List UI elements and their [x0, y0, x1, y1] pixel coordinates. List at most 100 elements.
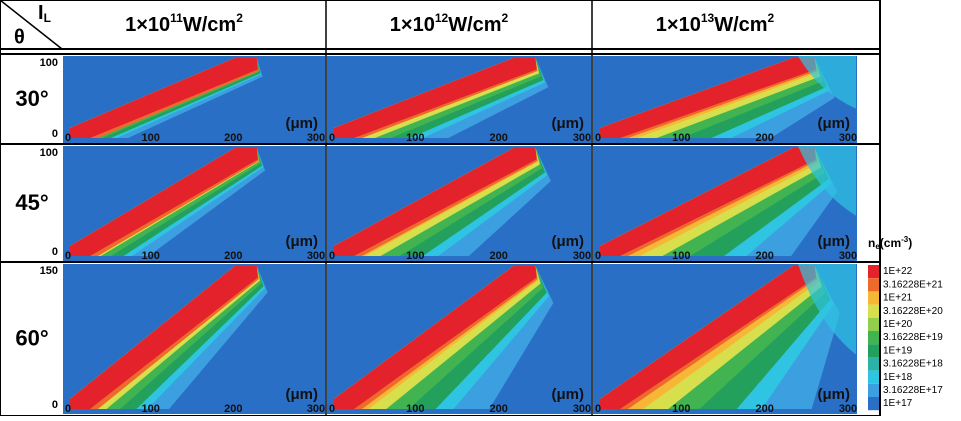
x-tick-label: 100 — [672, 403, 690, 415]
x-tick-label: 0 — [595, 250, 601, 262]
y-tick-label: 0 — [52, 399, 58, 411]
column-header: 1×1012W/cm2 — [390, 11, 509, 36]
unit-exponent: 2 — [768, 11, 775, 25]
axis-unit: (μm) — [551, 386, 584, 403]
row-label: 60° — [15, 325, 48, 350]
x-tick-label: 100 — [406, 132, 424, 144]
legend-label: 1E+20 — [883, 319, 913, 330]
legend-swatch — [868, 397, 879, 411]
x-tick-label: 300 — [573, 132, 591, 144]
unit: W/cm — [183, 14, 236, 36]
panel: (μm) 0 100 200 300 — [63, 56, 325, 144]
legend-swatch — [868, 357, 879, 371]
exponent: 12 — [435, 11, 449, 25]
y-tick-label: 150 — [40, 265, 58, 277]
x-tick-label: 300 — [307, 250, 325, 262]
legend-label: 3.16228E+18 — [883, 359, 943, 370]
density-band — [334, 58, 537, 138]
y-tick-label: 0 — [52, 128, 58, 140]
row-label: 45° — [15, 190, 48, 215]
x-tick-label: 200 — [755, 403, 773, 415]
symbol: n — [868, 236, 875, 250]
unit: W/cm — [714, 14, 767, 36]
x-tick-label: 0 — [329, 403, 335, 415]
panel: (μm) 0 100 200 300 — [593, 264, 857, 415]
density-band — [334, 148, 537, 256]
base: 1×10 — [656, 14, 701, 36]
exponent: 11 — [170, 11, 183, 25]
x-tick-label: 300 — [573, 403, 591, 415]
legend-swatch — [868, 278, 879, 292]
x-tick-label: 300 — [307, 132, 325, 144]
column-header: 1×1013W/cm2 — [656, 11, 775, 36]
unit-exponent: 2 — [236, 11, 243, 25]
corner-diagonal — [0, 0, 63, 50]
axis-unit: (μm) — [551, 233, 584, 250]
x-tick-label: 100 — [141, 250, 159, 262]
x-tick-label: 0 — [329, 132, 335, 144]
x-tick-label: 200 — [224, 403, 242, 415]
panel: (μm) 0 100 200 300 — [327, 56, 591, 144]
legend-label: 3.16228E+20 — [883, 306, 943, 317]
subscript: L — [44, 11, 51, 25]
column-header: 1×1011W/cm2 — [125, 11, 243, 36]
legend-swatch — [868, 383, 879, 397]
density-band — [600, 148, 816, 256]
x-tick-label: 0 — [329, 250, 335, 262]
corner-col-symbol: IL — [38, 2, 51, 25]
density-band — [600, 266, 816, 409]
panel: (μm) 0 100 200 300 — [63, 264, 325, 415]
exponent: 13 — [701, 11, 715, 25]
panel: (μm) 0 100 200 300 — [593, 56, 857, 144]
legend-label: 3.16228E+21 — [883, 279, 943, 290]
x-tick-label: 100 — [406, 250, 424, 262]
x-tick-label: 100 — [672, 132, 690, 144]
axis-unit: (μm) — [285, 233, 318, 250]
legend-swatch — [868, 304, 879, 318]
legend-swatch — [868, 344, 879, 358]
y-tick-label: 100 — [40, 57, 58, 69]
panel: (μm) 0 100 200 300 — [327, 264, 591, 415]
x-tick-label: 0 — [595, 403, 601, 415]
base: 1×10 — [125, 14, 170, 36]
legend-label: 1E+19 — [883, 345, 913, 356]
legend-swatch — [868, 265, 879, 279]
x-tick-label: 200 — [489, 132, 507, 144]
x-tick-label: 0 — [65, 403, 71, 415]
x-tick-label: 0 — [65, 132, 71, 144]
axis-unit: (μm) — [285, 386, 318, 403]
legend-swatch — [868, 370, 879, 384]
panel: (μm) 0 100 200 300 — [327, 146, 591, 262]
x-tick-label: 300 — [573, 250, 591, 262]
unit: W/cm — [448, 14, 501, 36]
y-tick-label: 0 — [52, 246, 58, 258]
x-tick-label: 0 — [595, 132, 601, 144]
axis-unit: (μm) — [817, 115, 850, 132]
x-tick-label: 0 — [65, 250, 71, 262]
x-tick-label: 300 — [839, 132, 857, 144]
x-tick-label: 200 — [755, 132, 773, 144]
x-tick-label: 200 — [755, 250, 773, 262]
density-band — [798, 56, 856, 109]
axis-unit: (μm) — [285, 115, 318, 132]
unit-exponent: 2 — [502, 11, 509, 25]
legend-label: 1E+18 — [883, 372, 913, 383]
x-tick-label: 200 — [489, 250, 507, 262]
density-band — [798, 264, 856, 355]
axis-unit: (μm) — [551, 115, 584, 132]
axis-unit: (μm) — [817, 233, 850, 250]
x-tick-label: 100 — [141, 132, 159, 144]
legend-swatch — [868, 331, 879, 345]
close: ) — [908, 236, 912, 250]
density-band — [70, 58, 258, 138]
density-band — [70, 148, 258, 256]
x-tick-label: 300 — [839, 250, 857, 262]
x-tick-label: 100 — [672, 250, 690, 262]
legend-swatch — [868, 317, 879, 331]
legend-swatch — [868, 291, 879, 305]
x-tick-label: 100 — [141, 403, 159, 415]
row-label: 30° — [15, 86, 48, 111]
base: 1×10 — [390, 14, 435, 36]
density-band — [70, 266, 258, 409]
